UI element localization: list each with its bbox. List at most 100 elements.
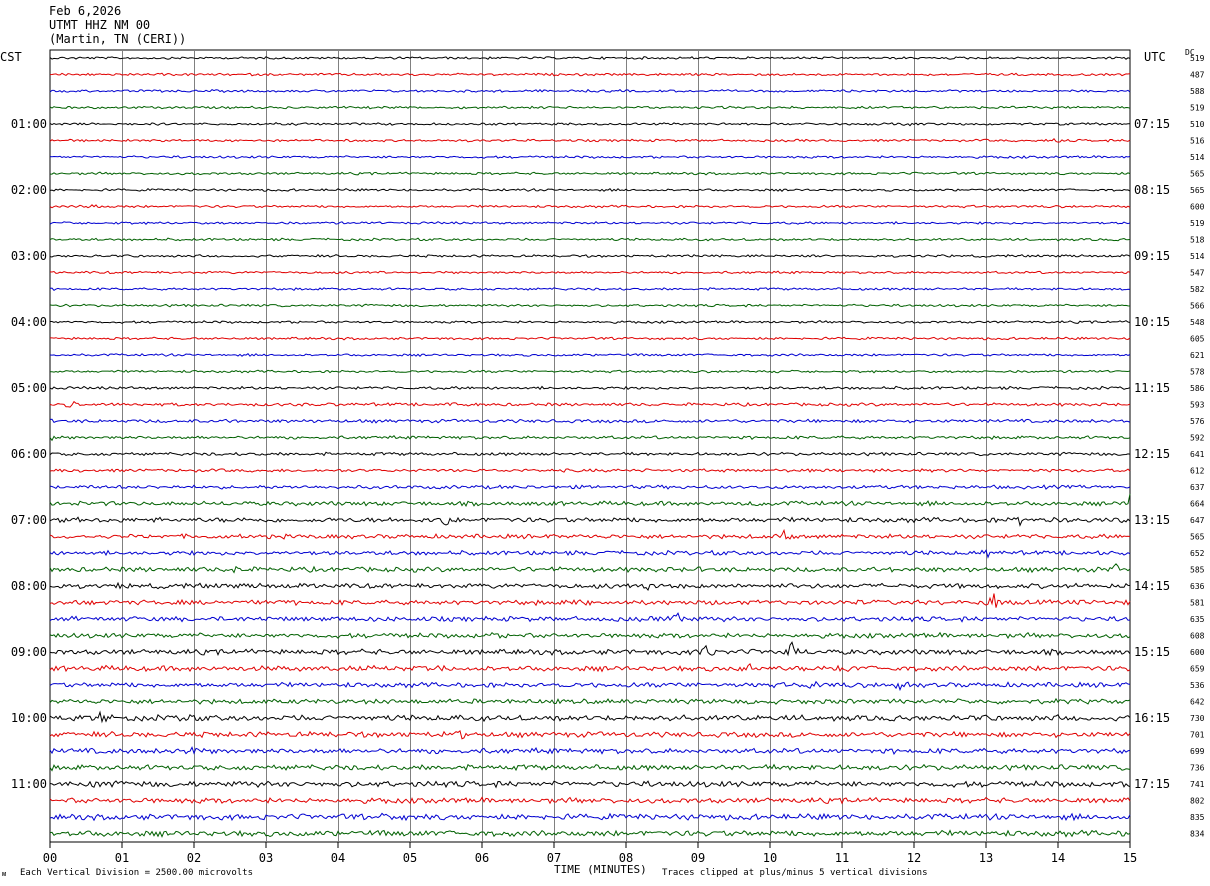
utc-hour-label: 13:15 [1134, 513, 1170, 527]
trace-line [49, 237, 1131, 242]
trace-line [49, 105, 1131, 110]
seismic-traces [49, 56, 1131, 838]
trace-line [49, 137, 1131, 143]
x-tick-label: 04 [331, 851, 345, 865]
trace-line [49, 154, 1131, 159]
dc-offset-value: 516 [1190, 137, 1205, 146]
trace-line [49, 122, 1131, 127]
trace-line [49, 88, 1131, 93]
clip-note: Traces clipped at plus/minus 5 vertical … [662, 868, 928, 878]
corner-mark: ᴍ [2, 870, 7, 878]
x-tick-label: 06 [475, 851, 489, 865]
trace-line [49, 549, 1131, 559]
dc-offset-value: 566 [1190, 302, 1205, 311]
trace-line [49, 369, 1131, 374]
x-tick-label: 11 [835, 851, 849, 865]
x-tick-label: 10 [763, 851, 777, 865]
dc-offset-value: 510 [1190, 120, 1205, 129]
plot-grid [49, 49, 1131, 843]
trace-line [49, 593, 1131, 608]
dc-offset-value: 736 [1190, 764, 1205, 773]
dc-offset-value: 834 [1190, 830, 1205, 839]
dc-offset-value: 586 [1190, 384, 1205, 393]
dc-offset-value: 519 [1190, 54, 1205, 63]
dc-offset-value: 741 [1190, 780, 1205, 789]
dc-offset-value: 536 [1190, 681, 1205, 690]
trace-line [49, 204, 1131, 209]
dc-offset-value: 635 [1190, 615, 1205, 624]
dc-offset-value: 518 [1190, 236, 1205, 245]
trace-line [49, 385, 1131, 391]
cst-hour-label: 04:00 [11, 315, 47, 329]
trace-line [49, 418, 1131, 424]
x-axis-ticks: 00 01 02 03 04 05 06 07 08 09 10 11 12 13 14 15 [43, 842, 1137, 865]
cst-hour-label: 03:00 [11, 249, 47, 263]
x-axis-title: TIME (MINUTES) [554, 863, 647, 876]
trace-line [49, 730, 1131, 740]
left-timezone-label: CST [0, 50, 22, 64]
dc-offset-value: 659 [1190, 665, 1205, 674]
x-tick-label: 03 [259, 851, 273, 865]
dc-offset-value: 835 [1190, 813, 1205, 822]
plot-border [49, 49, 1131, 843]
dc-offset-labels: 519 487 588 519 510 516 514 565 565 600 519 518 514 5… [1190, 54, 1205, 839]
dc-offset-value: 565 [1190, 186, 1205, 195]
trace-line [49, 187, 1131, 192]
trace-line [49, 287, 1131, 292]
hour-labels: 01:00 02:00 03:00 04:00 05:00 06:00 07:00 08:00… [11, 117, 1170, 791]
trace-line [49, 468, 1131, 473]
dc-offset-value: 652 [1190, 549, 1205, 558]
dc-offset-value: 730 [1190, 714, 1205, 723]
header-station: UTMT HHZ NM 00 [49, 18, 151, 32]
x-tick-label: 09 [691, 851, 705, 865]
dc-offset-value: 636 [1190, 582, 1205, 591]
trace-line [49, 303, 1131, 308]
cst-hour-label: 10:00 [11, 711, 47, 725]
x-tick-label: 07 [547, 851, 561, 865]
cst-hour-label: 07:00 [11, 513, 47, 527]
trace-line [49, 516, 1131, 527]
dc-offset-value: 641 [1190, 450, 1205, 459]
utc-hour-label: 07:15 [1134, 117, 1170, 131]
trace-line [49, 319, 1131, 324]
trace-line [49, 641, 1131, 657]
header-location: (Martin, TN (CERI)) [49, 32, 187, 46]
trace-line [49, 254, 1131, 258]
dc-offset-value: 592 [1190, 434, 1205, 443]
trace-line [49, 812, 1131, 822]
dc-offset-value: 664 [1190, 500, 1205, 509]
trace-line [49, 563, 1131, 574]
dc-offset-value: 600 [1190, 203, 1205, 212]
dc-offset-value: 547 [1190, 269, 1205, 278]
dc-offset-value: 582 [1190, 285, 1205, 294]
utc-hour-label: 11:15 [1134, 381, 1170, 395]
trace-line [49, 796, 1131, 805]
trace-line [49, 680, 1131, 692]
trace-line [49, 829, 1131, 838]
trace-line [49, 270, 1131, 275]
utc-hour-label: 14:15 [1134, 579, 1170, 593]
x-tick-label: 01 [115, 851, 129, 865]
trace-line [49, 484, 1131, 490]
x-tick-label: 08 [619, 851, 633, 865]
utc-hour-label: 12:15 [1134, 447, 1170, 461]
trace-line [49, 780, 1131, 789]
dc-offset-value: 514 [1190, 252, 1205, 261]
dc-offset-value: 519 [1190, 104, 1205, 113]
trace-line [49, 493, 1131, 507]
dc-offset-value: 608 [1190, 632, 1205, 641]
trace-line [49, 451, 1131, 457]
utc-hour-label: 08:15 [1134, 183, 1170, 197]
cst-hour-label: 02:00 [11, 183, 47, 197]
utc-hour-label: 09:15 [1134, 249, 1170, 263]
dc-offset-value: 621 [1190, 351, 1205, 360]
dc-offset-value: 699 [1190, 747, 1205, 756]
trace-line [49, 221, 1131, 225]
dc-offset-value: 581 [1190, 599, 1205, 608]
dc-offset-value: 487 [1190, 71, 1205, 80]
cst-hour-label: 01:00 [11, 117, 47, 131]
dc-offset-value: 519 [1190, 219, 1205, 228]
cst-hour-label: 06:00 [11, 447, 47, 461]
trace-line [49, 763, 1131, 772]
dc-offset-value: 605 [1190, 335, 1205, 344]
